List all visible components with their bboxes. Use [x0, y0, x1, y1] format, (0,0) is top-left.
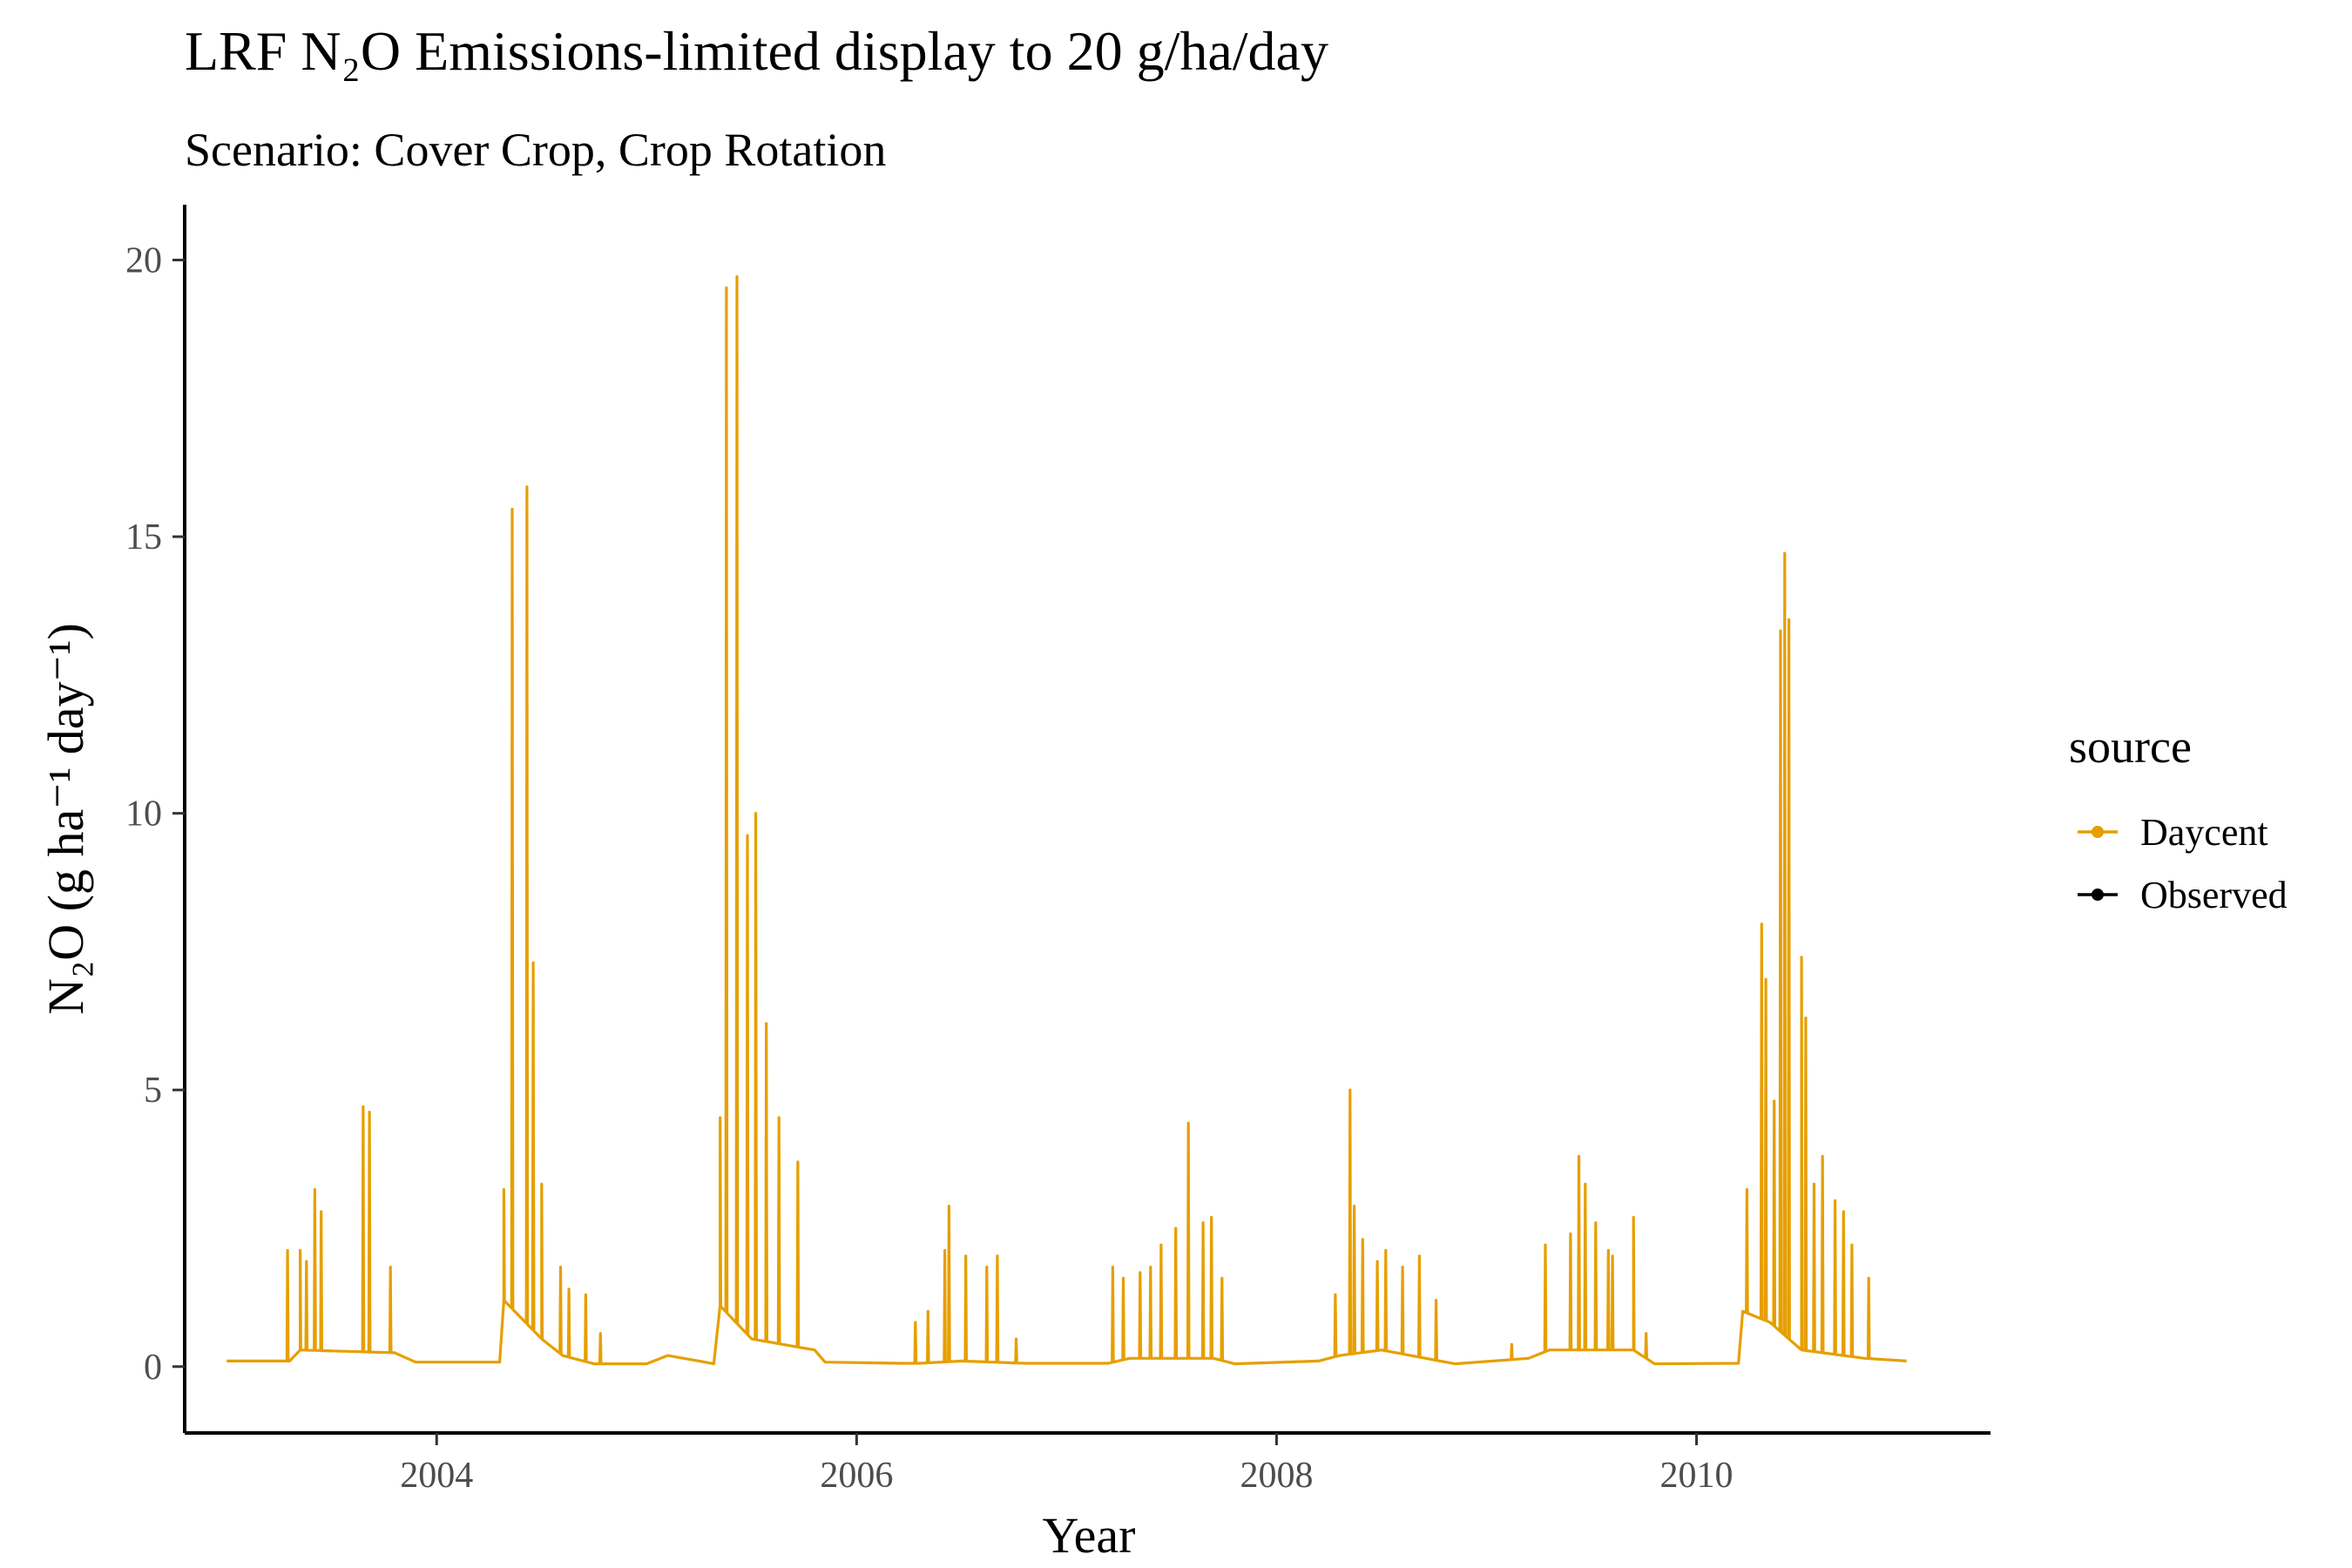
y-tick-label: 20 — [125, 241, 162, 281]
legend-label-daycent: Daycent — [2140, 811, 2268, 854]
legend-label-observed: Observed — [2140, 874, 2288, 916]
legend-title: source — [2069, 720, 2192, 773]
legend-key-point — [2092, 889, 2104, 901]
legend: source Daycent Observed — [2069, 720, 2288, 916]
plot-area — [226, 275, 1907, 1366]
x-tick-label: 2004 — [400, 1456, 473, 1496]
y-tick-label: 10 — [125, 794, 162, 835]
x-axis-title: Year — [1043, 1507, 1136, 1564]
chart-title: LRF N₂O Emissions-limited display to 20 … — [185, 20, 1328, 82]
x-tick-label: 2008 — [1240, 1456, 1313, 1496]
y-axis-title: N₂O (g ha⁻¹ day⁻¹) — [37, 623, 94, 1015]
y-tick-label: 15 — [125, 517, 162, 558]
y-tick-label: 5 — [144, 1071, 162, 1111]
y-tick-label: 0 — [144, 1348, 162, 1388]
series-line-daycent — [226, 275, 1907, 1366]
legend-key-point — [2092, 826, 2104, 838]
chart-subtitle: Scenario: Cover Crop, Crop Rotation — [185, 124, 886, 176]
x-tick-label: 2006 — [820, 1456, 893, 1496]
axes: 0 5 10 15 20 2004 2006 2008 2010 — [125, 205, 1990, 1496]
x-tick-label: 2010 — [1660, 1456, 1734, 1496]
